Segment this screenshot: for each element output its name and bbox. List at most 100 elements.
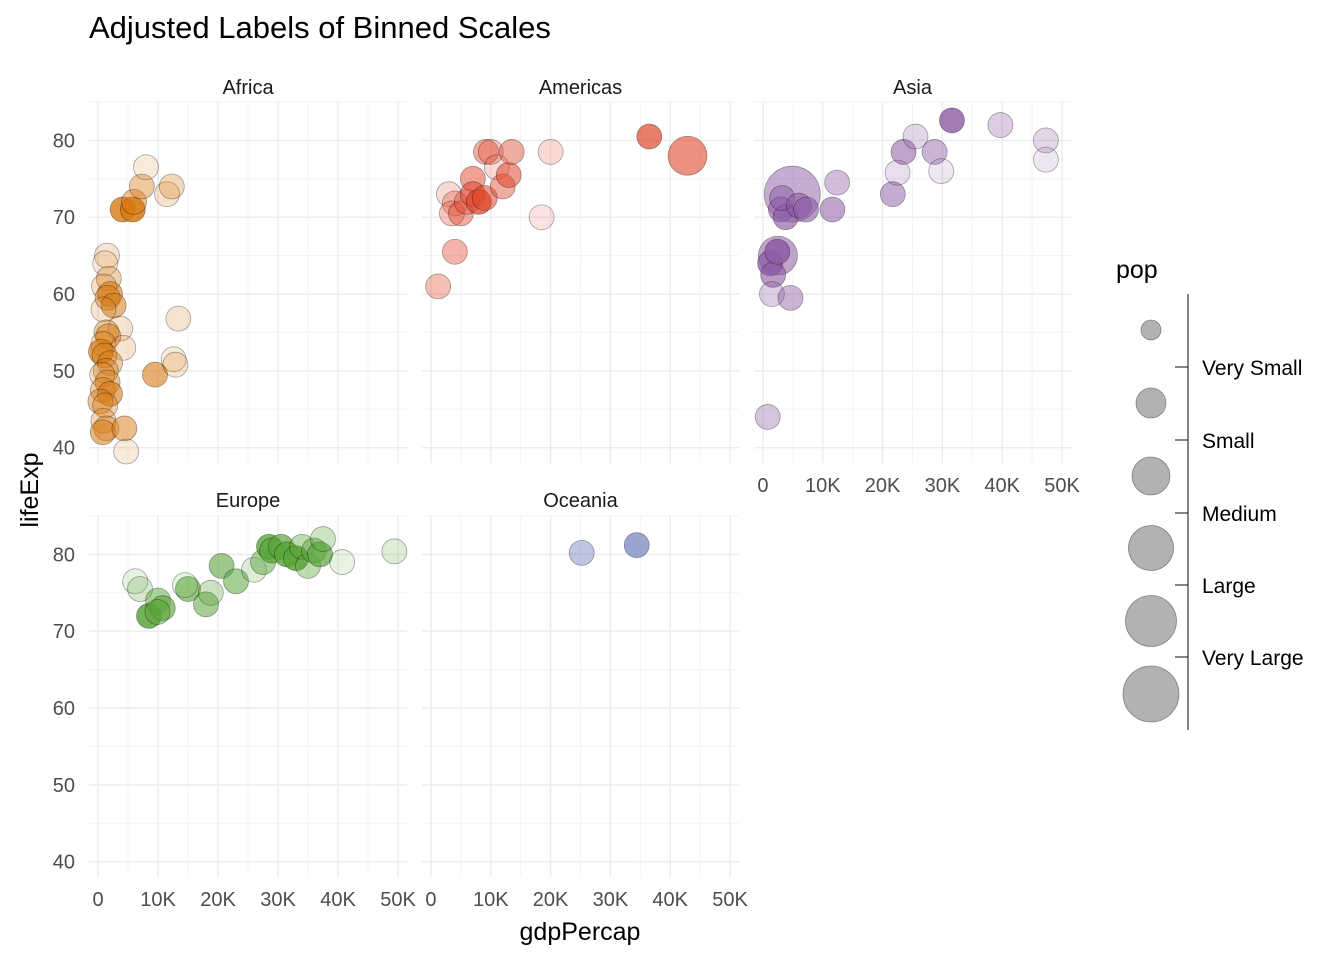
data-point — [122, 568, 149, 595]
size-legend: pop Very Small Small Medium Large Very Large — [1116, 256, 1304, 730]
x-tick-label: 50K — [712, 889, 748, 911]
data-point — [87, 388, 114, 415]
data-point — [381, 538, 408, 565]
x-tick-label: 50K — [380, 889, 416, 911]
data-point — [939, 107, 965, 134]
data-point — [987, 112, 1014, 138]
facet-panel-africa: Africa 40 50 60 70 80 — [53, 77, 407, 465]
data-point — [310, 526, 336, 552]
y-tick-label: 60 — [53, 284, 75, 306]
x-tick-label: 20K — [533, 889, 569, 911]
data-point — [754, 404, 781, 430]
facet-strip-label: Africa — [222, 77, 274, 99]
data-point — [128, 173, 155, 200]
data-point — [160, 346, 187, 373]
x-tick-label: 50K — [1044, 475, 1080, 497]
data-point — [307, 541, 333, 568]
x-tick-label: 10K — [140, 889, 176, 911]
data-point — [636, 123, 663, 150]
legend-key-circle — [1128, 525, 1174, 571]
facet-strip-label: Asia — [893, 77, 933, 99]
data-point — [175, 576, 201, 602]
data-point — [88, 338, 114, 365]
data-point — [824, 169, 851, 196]
data-point — [447, 200, 474, 227]
data-point — [92, 392, 119, 419]
data-point — [879, 181, 906, 208]
legend-key-circle — [1135, 387, 1167, 419]
data-point — [142, 361, 168, 388]
data-point — [623, 532, 650, 559]
y-axis-title: lifeExp — [16, 452, 44, 527]
data-point — [92, 250, 119, 277]
y-tick-label: 70 — [53, 621, 75, 643]
data-point — [498, 139, 525, 165]
data-point — [537, 139, 564, 165]
data-point — [90, 296, 117, 323]
data-point — [1032, 127, 1059, 154]
data-point — [441, 238, 468, 265]
y-tick-label: 80 — [53, 544, 75, 566]
data-point — [777, 284, 804, 311]
legend-key-circle — [1131, 456, 1171, 496]
x-tick-label: 0 — [425, 889, 436, 911]
data-point — [921, 139, 948, 165]
x-tick-label: 30K — [260, 889, 296, 911]
x-axis-title: gdpPercap — [520, 918, 641, 946]
data-point — [477, 139, 504, 165]
data-point — [94, 242, 120, 269]
data-point — [902, 123, 929, 150]
y-tick-label: 50 — [53, 361, 75, 383]
data-point — [759, 281, 785, 307]
x-tick-label: 0 — [92, 889, 103, 911]
data-point — [329, 549, 356, 575]
facet-strip-label: Europe — [216, 490, 281, 512]
legend-label: Very Small — [1202, 357, 1302, 380]
legend-label: Large — [1202, 575, 1256, 598]
legend-label: Very Large — [1202, 647, 1304, 670]
facet-strip-label: Americas — [539, 77, 622, 99]
y-tick-label: 60 — [53, 698, 75, 720]
data-point — [89, 419, 116, 446]
x-tick-label: 20K — [200, 889, 236, 911]
x-tick-label: 40K — [984, 475, 1020, 497]
data-point — [97, 380, 123, 407]
data-point — [162, 351, 189, 378]
data-point — [528, 204, 555, 231]
data-point — [113, 438, 140, 465]
data-point — [568, 539, 595, 566]
y-tick-label: 50 — [53, 775, 75, 797]
data-point — [890, 139, 917, 165]
data-point — [495, 162, 522, 188]
data-point — [158, 173, 185, 200]
data-point — [121, 188, 147, 215]
facet-panel-asia: Asia 0 10K 20K 30K 40K 50K — [754, 77, 1080, 497]
data-point — [667, 135, 708, 176]
x-tick-label: 10K — [805, 475, 841, 497]
facet-panel-oceania: Oceania 0 10K 20K 30K 40K 50K — [422, 490, 748, 911]
data-point — [91, 342, 118, 369]
legend-key-circle — [1122, 665, 1180, 723]
data-point — [425, 273, 452, 300]
x-tick-label: 30K — [593, 889, 629, 911]
x-tick-label: 10K — [473, 889, 509, 911]
data-point — [111, 415, 138, 442]
legend-label: Medium — [1202, 503, 1277, 526]
y-tick-label: 70 — [53, 207, 75, 229]
data-point — [439, 200, 465, 227]
x-tick-label: 30K — [925, 475, 961, 497]
x-tick-label: 0 — [757, 475, 768, 497]
data-point — [819, 196, 846, 223]
data-point — [144, 599, 171, 625]
data-point — [165, 305, 192, 332]
data-point — [172, 572, 198, 599]
x-tick-label: 20K — [865, 475, 901, 497]
legend-label: Small — [1202, 430, 1255, 453]
data-point — [154, 181, 180, 208]
facet-strip-label: Oceania — [543, 490, 618, 512]
legend-key-circle — [1125, 595, 1177, 647]
chart-title: Adjusted Labels of Binned Scales — [89, 10, 551, 45]
data-point — [97, 350, 123, 377]
